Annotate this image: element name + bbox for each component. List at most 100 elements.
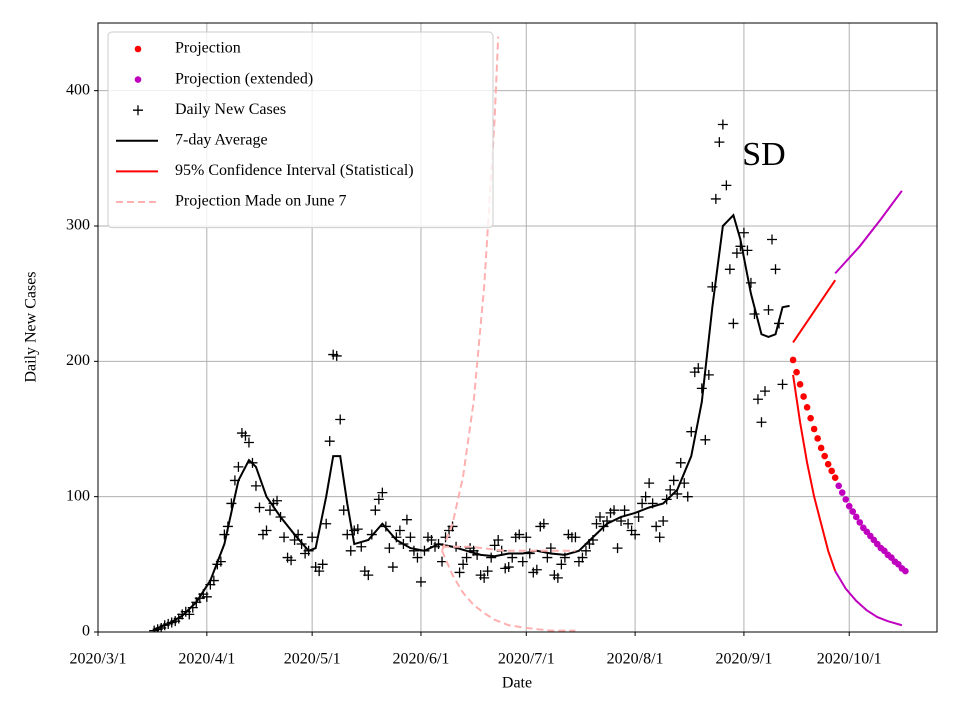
case-marker [363, 570, 374, 581]
y-tick-label: 200 [66, 352, 90, 369]
case-marker [531, 564, 542, 575]
case-marker [521, 532, 532, 543]
case-marker [454, 567, 465, 578]
case-marker [240, 430, 251, 441]
case-marker [742, 245, 753, 256]
case-marker [482, 566, 493, 577]
case-marker [756, 417, 767, 428]
case-marker [700, 434, 711, 445]
projection-dot [902, 567, 909, 575]
projection-dot [831, 474, 839, 482]
legend-label: 7-day Average [175, 131, 268, 148]
case-marker [552, 572, 563, 583]
case-marker [289, 534, 300, 545]
projection-dot [849, 508, 857, 515]
plot-area [149, 36, 909, 632]
annotation: SD [742, 136, 785, 173]
case-marker [437, 556, 448, 567]
y-tick-label: 400 [66, 81, 90, 98]
series-line [153, 213, 790, 631]
case-marker [426, 534, 437, 545]
projection-dot [821, 452, 828, 460]
projection-dot [789, 356, 797, 364]
case-marker [696, 383, 707, 394]
case-marker [714, 137, 725, 148]
case-marker [777, 379, 788, 390]
y-tick-label: 0 [82, 623, 90, 640]
case-marker [612, 543, 623, 554]
case-marker [556, 559, 567, 570]
case-marker [394, 525, 405, 536]
case-marker [675, 457, 686, 468]
case-marker [609, 505, 620, 516]
case-marker [752, 394, 763, 405]
case-marker [594, 511, 605, 522]
case-marker [261, 525, 272, 536]
legend-label: Projection (extended) [175, 70, 313, 87]
case-marker [461, 552, 472, 563]
case-marker [651, 521, 662, 532]
case-marker [665, 484, 676, 495]
case-marker [545, 543, 556, 554]
legend-label: 95% Confidence Interval (Statistical) [175, 162, 414, 179]
case-marker [317, 559, 328, 570]
series-line [441, 550, 576, 632]
y-tick-label: 100 [66, 487, 90, 504]
case-marker [721, 180, 732, 191]
case-marker [373, 494, 384, 505]
x-tick-label: 2020/6/1 [393, 651, 450, 668]
projection-dot [838, 489, 846, 496]
case-marker [384, 543, 395, 554]
case-marker [640, 491, 651, 502]
projection-dot [817, 444, 825, 452]
projection-dot [810, 425, 818, 433]
x-tick-label: 2020/8/1 [607, 651, 664, 668]
case-marker [479, 572, 490, 583]
case-marker [668, 475, 679, 486]
case-marker [693, 363, 704, 374]
case-marker [272, 495, 283, 506]
case-marker [731, 248, 742, 259]
axes-frame [97, 22, 938, 633]
case-marker [286, 555, 297, 566]
case-marker [331, 350, 342, 361]
series-line [834, 570, 903, 627]
legend-label: Projection Made on June 7 [175, 193, 347, 210]
case-marker [619, 505, 630, 516]
projection-dot [842, 496, 850, 503]
case-marker [763, 304, 774, 315]
x-tick-label: 2020/4/1 [178, 651, 235, 668]
case-marker [335, 414, 346, 425]
case-marker [250, 480, 261, 491]
case-marker [401, 514, 412, 525]
projection-dot [824, 460, 832, 468]
case-marker [486, 552, 497, 563]
case-marker [243, 437, 254, 448]
projection-dot [828, 467, 835, 475]
case-marker [591, 518, 602, 529]
series-line [792, 279, 837, 343]
x-tick-label: 2020/10/1 [817, 651, 882, 668]
legend-label: Projection [175, 40, 241, 57]
case-marker [493, 534, 504, 545]
case-marker [682, 491, 693, 502]
case-marker [630, 529, 641, 540]
projection-dot [814, 435, 821, 442]
y-axis-label: Daily New Cases [23, 271, 40, 382]
case-marker [728, 318, 739, 329]
case-marker [644, 478, 655, 489]
projection-dot [796, 381, 804, 388]
series-line [442, 545, 576, 552]
case-marker [542, 552, 553, 563]
projection-dot [807, 414, 814, 422]
case-marker [458, 559, 469, 570]
legend-label: Daily New Cases [175, 101, 286, 118]
ticks: 0 100 200 300 400 2020/3/1 2020/4/1 2020/5/1 202… [66, 81, 882, 667]
case-marker [345, 545, 356, 556]
case-marker [623, 518, 634, 529]
case-marker [254, 502, 265, 513]
x-tick-label: 2020/3/1 [70, 651, 127, 668]
case-marker [710, 193, 721, 204]
legend: Projection Projection (extended) Daily New… [107, 31, 494, 229]
case-marker [324, 436, 335, 447]
